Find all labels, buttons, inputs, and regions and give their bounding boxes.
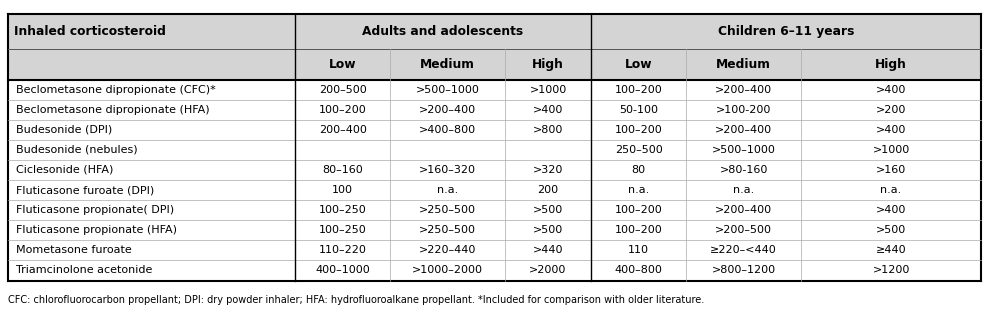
Text: Low: Low [329,58,356,71]
Text: n.a.: n.a. [733,185,755,195]
Text: Fluticasone propionate( DPI): Fluticasone propionate( DPI) [16,205,174,215]
Bar [8,180,981,200]
Text: Inhaled corticosteroid: Inhaled corticosteroid [14,25,166,38]
Text: n.a.: n.a. [628,185,649,195]
Text: Adults and adolescents: Adults and adolescents [362,25,523,38]
Text: High: High [532,58,564,71]
Text: >80-160: >80-160 [719,165,767,175]
Text: >800–1200: >800–1200 [711,266,775,275]
Text: 100–200: 100–200 [614,205,663,215]
Text: 200: 200 [537,185,559,195]
Text: >200–400: >200–400 [715,85,772,94]
Bar [8,160,981,180]
Text: CFC: chlorofluorocarbon propellant; DPI: dry powder inhaler; HFA: hydrofluoroalk: CFC: chlorofluorocarbon propellant; DPI:… [8,294,704,305]
Text: >1000–2000: >1000–2000 [412,266,484,275]
Bar [8,14,981,49]
Bar [8,49,981,80]
Text: >160–320: >160–320 [419,165,477,175]
Bar [8,120,981,140]
Text: 80: 80 [631,165,646,175]
Text: Ciclesonide (HFA): Ciclesonide (HFA) [16,165,113,175]
Text: 100–200: 100–200 [614,125,663,135]
Text: 250–500: 250–500 [614,145,663,155]
Text: >400: >400 [876,85,906,94]
Bar [8,140,981,160]
Text: Beclometasone dipropionate (CFC)*: Beclometasone dipropionate (CFC)* [16,85,216,94]
Text: >200–500: >200–500 [715,225,772,235]
Text: >200–400: >200–400 [419,105,477,115]
Text: Children 6–11 years: Children 6–11 years [718,25,854,38]
Text: >400–800: >400–800 [419,125,477,135]
Text: 50-100: 50-100 [619,105,658,115]
Text: 110: 110 [628,245,649,256]
Text: Low: Low [625,58,653,71]
Text: Budesonide (DPI): Budesonide (DPI) [16,125,112,135]
Bar [8,261,981,281]
Text: >100-200: >100-200 [716,105,771,115]
Text: >500–1000: >500–1000 [712,145,775,155]
Text: >200: >200 [876,105,906,115]
Text: >320: >320 [533,165,563,175]
Text: Fluticasone furoate (DPI): Fluticasone furoate (DPI) [16,185,154,195]
Text: 200–500: 200–500 [318,85,367,94]
Text: >440: >440 [533,245,564,256]
Text: >220–440: >220–440 [419,245,477,256]
Text: ≥440: ≥440 [875,245,906,256]
Text: Triamcinolone acetonide: Triamcinolone acetonide [16,266,152,275]
Text: 100–250: 100–250 [318,205,367,215]
Text: 100–200: 100–200 [614,85,663,94]
Text: >400: >400 [876,125,906,135]
Text: 100–200: 100–200 [614,225,663,235]
Text: >200–400: >200–400 [715,125,772,135]
Text: High: High [875,58,907,71]
Text: >200–400: >200–400 [715,205,772,215]
Text: >800: >800 [533,125,563,135]
Text: >500: >500 [533,225,563,235]
Text: >1200: >1200 [872,266,910,275]
Text: Mometasone furoate: Mometasone furoate [16,245,132,256]
Text: >1000: >1000 [529,85,567,94]
Text: Medium: Medium [420,58,476,71]
Text: 100–200: 100–200 [318,105,367,115]
Text: >400: >400 [533,105,563,115]
Text: >400: >400 [876,205,906,215]
Text: >500: >500 [533,205,563,215]
Text: >2000: >2000 [529,266,567,275]
Bar [8,200,981,220]
Text: n.a.: n.a. [437,185,459,195]
Text: 400–800: 400–800 [614,266,663,275]
Text: 100: 100 [332,185,353,195]
Text: n.a.: n.a. [880,185,902,195]
Bar [8,220,981,240]
Bar [8,240,981,261]
Text: 80–160: 80–160 [322,165,363,175]
Text: >250–500: >250–500 [419,225,477,235]
Text: 100–250: 100–250 [318,225,367,235]
Text: 400–1000: 400–1000 [315,266,370,275]
Text: Beclometasone dipropionate (HFA): Beclometasone dipropionate (HFA) [16,105,210,115]
Text: Fluticasone propionate (HFA): Fluticasone propionate (HFA) [16,225,177,235]
Text: Budesonide (nebules): Budesonide (nebules) [16,145,137,155]
Text: >160: >160 [876,165,906,175]
Text: >250–500: >250–500 [419,205,477,215]
Text: >500–1000: >500–1000 [415,85,480,94]
Bar [8,80,981,100]
Text: ≥220–<440: ≥220–<440 [710,245,777,256]
Text: Medium: Medium [716,58,771,71]
Text: >1000: >1000 [872,145,910,155]
Text: >500: >500 [876,225,906,235]
Bar [8,100,981,120]
Text: 110–220: 110–220 [318,245,367,256]
Text: 200–400: 200–400 [318,125,367,135]
